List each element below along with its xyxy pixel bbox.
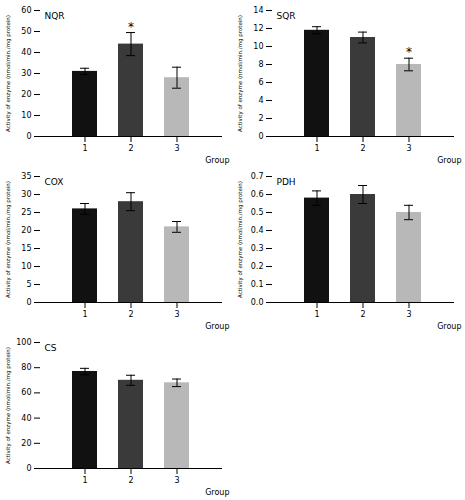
svg-text:3: 3 [174, 144, 179, 153]
svg-text:SQR: SQR [277, 11, 296, 21]
svg-text:0.7: 0.7 [251, 172, 264, 181]
svg-text:Group: Group [205, 488, 229, 497]
svg-text:0: 0 [26, 132, 31, 141]
svg-text:Activity of enzyme (nmol/min./: Activity of enzyme (nmol/min./mg protein… [237, 15, 244, 132]
svg-text:2: 2 [258, 114, 263, 123]
svg-text:80: 80 [21, 363, 31, 372]
svg-text:10: 10 [21, 262, 31, 271]
svg-text:1: 1 [82, 476, 87, 485]
svg-text:60: 60 [21, 6, 31, 15]
svg-text:8: 8 [258, 60, 263, 69]
svg-text:*: * [406, 45, 412, 59]
svg-text:0.6: 0.6 [251, 190, 264, 199]
svg-text:PDH: PDH [277, 177, 296, 187]
svg-text:3: 3 [174, 476, 179, 485]
svg-text:60: 60 [21, 388, 31, 397]
svg-text:0.5: 0.5 [251, 208, 264, 217]
svg-text:30: 30 [21, 190, 31, 199]
svg-text:25: 25 [21, 208, 31, 217]
svg-text:0.1: 0.1 [251, 280, 264, 289]
svg-text:3: 3 [406, 144, 411, 153]
svg-text:3: 3 [406, 310, 411, 319]
svg-text:0: 0 [258, 132, 263, 141]
svg-text:0.2: 0.2 [251, 262, 264, 271]
svg-text:1: 1 [82, 144, 87, 153]
svg-text:15: 15 [21, 244, 31, 253]
svg-text:10: 10 [21, 111, 31, 120]
svg-text:30: 30 [21, 69, 31, 78]
svg-text:2: 2 [360, 144, 365, 153]
svg-text:0: 0 [26, 298, 31, 307]
svg-text:35: 35 [21, 172, 31, 181]
svg-text:2: 2 [360, 310, 365, 319]
svg-text:Activity of enzyme (nmol/min./: Activity of enzyme (nmol/min./mg protein… [237, 181, 244, 298]
svg-text:0: 0 [26, 464, 31, 473]
svg-text:40: 40 [21, 414, 31, 423]
svg-text:Group: Group [205, 322, 229, 331]
svg-text:2: 2 [128, 476, 133, 485]
svg-text:0.0: 0.0 [251, 298, 264, 307]
svg-text:1: 1 [314, 144, 319, 153]
svg-text:*: * [128, 20, 134, 34]
svg-text:Activity of enzyme (nmol/min./: Activity of enzyme (nmol/min./mg protein… [5, 181, 12, 298]
svg-text:3: 3 [174, 310, 179, 319]
svg-text:Group: Group [437, 322, 461, 331]
svg-text:14: 14 [253, 6, 263, 15]
svg-text:50: 50 [21, 27, 31, 36]
svg-text:4: 4 [258, 96, 263, 105]
svg-text:12: 12 [253, 24, 263, 33]
svg-text:20: 20 [21, 439, 31, 448]
svg-text:0.4: 0.4 [251, 226, 264, 235]
svg-text:2: 2 [128, 144, 133, 153]
svg-text:2: 2 [128, 310, 133, 319]
svg-text:1: 1 [82, 310, 87, 319]
svg-text:COX: COX [45, 177, 64, 187]
svg-text:1: 1 [314, 310, 319, 319]
svg-text:10: 10 [253, 42, 263, 51]
svg-text:20: 20 [21, 90, 31, 99]
svg-text:5: 5 [26, 280, 31, 289]
svg-text:6: 6 [258, 78, 263, 87]
svg-text:0.3: 0.3 [251, 244, 264, 253]
svg-text:Activity of enzyme (nmol/min./: Activity of enzyme (nmol/min./mg protein… [5, 15, 12, 132]
svg-text:Activity of enzyme (nmol/min./: Activity of enzyme (nmol/min./mg protein… [5, 347, 12, 464]
svg-text:100: 100 [16, 338, 31, 347]
svg-text:20: 20 [21, 226, 31, 235]
svg-text:CS: CS [45, 343, 57, 353]
svg-text:Group: Group [205, 156, 229, 165]
svg-text:40: 40 [21, 48, 31, 57]
svg-text:Group: Group [437, 156, 461, 165]
svg-text:NQR: NQR [45, 11, 65, 21]
